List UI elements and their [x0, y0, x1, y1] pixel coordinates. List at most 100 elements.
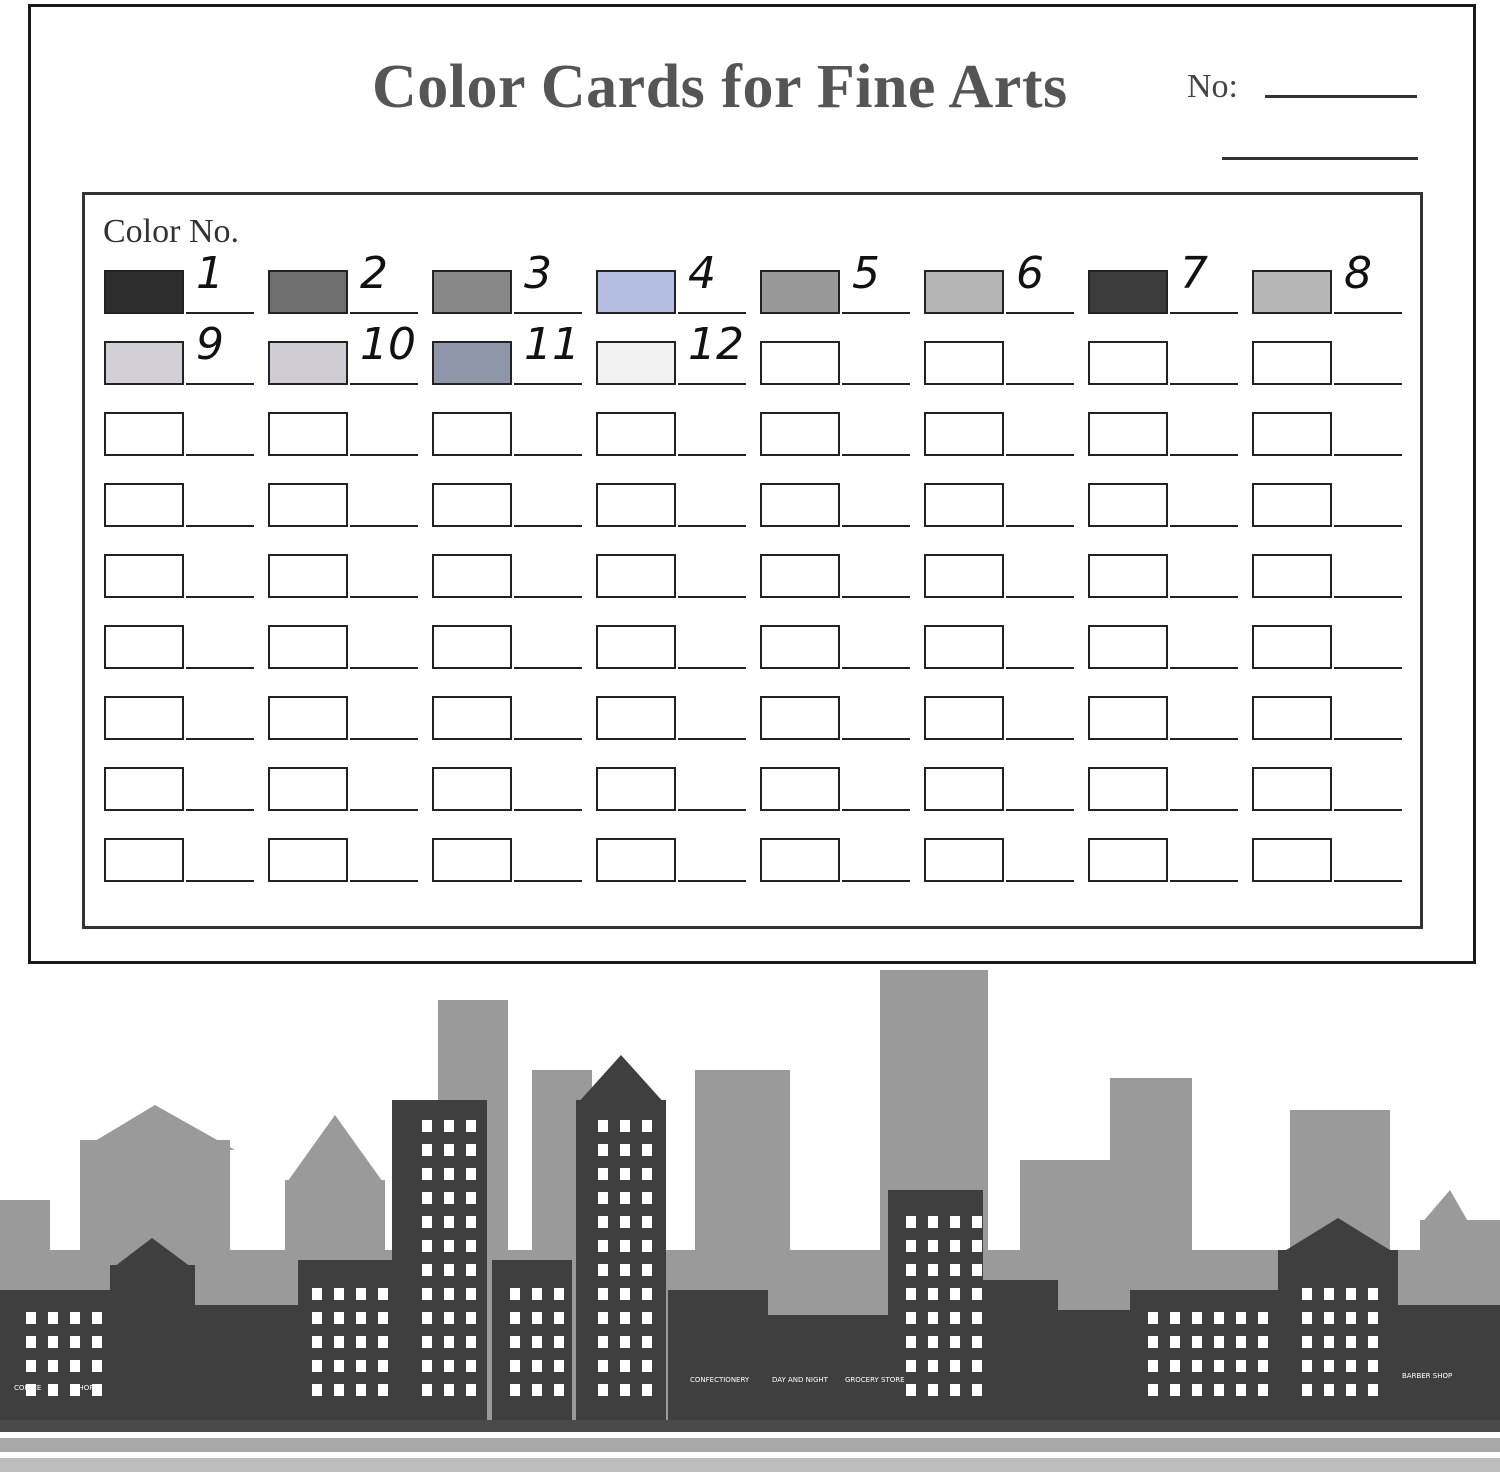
- window: [1346, 1384, 1356, 1396]
- color-swatch: [1088, 767, 1168, 811]
- window: [444, 1144, 454, 1156]
- color-slot: [760, 483, 910, 529]
- number-underline: [186, 525, 254, 527]
- shop-sign: CONFECTIONERY: [690, 1376, 750, 1384]
- color-slot: [268, 767, 418, 813]
- color-swatch: [924, 767, 1004, 811]
- window: [598, 1240, 608, 1252]
- number-underline: [842, 312, 910, 314]
- color-slot: 8: [1252, 248, 1402, 316]
- window: [422, 1312, 432, 1324]
- color-slot: [1252, 483, 1402, 529]
- number-underline: [1006, 312, 1074, 314]
- window: [444, 1360, 454, 1372]
- window: [70, 1312, 80, 1324]
- window: [70, 1384, 80, 1396]
- number-underline: [842, 525, 910, 527]
- color-slot: [1088, 412, 1238, 458]
- window: [554, 1288, 564, 1300]
- color-swatch: [924, 554, 1004, 598]
- number-underline: [514, 525, 582, 527]
- color-swatch: [1088, 696, 1168, 740]
- foreground-building: [110, 1265, 195, 1420]
- color-swatch: [924, 270, 1004, 314]
- window: [620, 1336, 630, 1348]
- color-slot: [1088, 554, 1238, 600]
- color-swatch: [1088, 412, 1168, 456]
- window: [620, 1240, 630, 1252]
- window: [422, 1240, 432, 1252]
- number-underline: [678, 596, 746, 598]
- color-slot: [924, 554, 1074, 600]
- number-underline: [842, 738, 910, 740]
- window: [532, 1336, 542, 1348]
- foreground-building: [765, 1315, 895, 1420]
- window: [70, 1336, 80, 1348]
- number-underline: [1334, 596, 1402, 598]
- window: [642, 1216, 652, 1228]
- window: [554, 1384, 564, 1396]
- window: [620, 1216, 630, 1228]
- number-underline: [678, 809, 746, 811]
- window: [1236, 1336, 1246, 1348]
- window: [334, 1288, 344, 1300]
- window: [1148, 1312, 1158, 1324]
- window: [1236, 1360, 1246, 1372]
- number-underline: [350, 880, 418, 882]
- swatch-number: 9: [196, 319, 224, 370]
- color-slot: 4: [596, 248, 746, 316]
- window: [378, 1312, 388, 1324]
- swatch-number: 2: [360, 248, 388, 299]
- window: [972, 1336, 982, 1348]
- window: [598, 1216, 608, 1228]
- color-swatch: [1088, 554, 1168, 598]
- color-swatch: [268, 554, 348, 598]
- color-swatch: [1252, 767, 1332, 811]
- number-underline: [350, 525, 418, 527]
- window: [598, 1264, 608, 1276]
- card-title: Color Cards for Fine Arts: [372, 53, 1068, 121]
- color-swatch: [760, 767, 840, 811]
- color-slot: [924, 341, 1074, 387]
- color-swatch: [104, 767, 184, 811]
- window: [1170, 1384, 1180, 1396]
- window: [444, 1120, 454, 1132]
- window: [598, 1312, 608, 1324]
- number-underline: [186, 312, 254, 314]
- number-underline: [186, 809, 254, 811]
- window: [312, 1288, 322, 1300]
- window: [92, 1336, 102, 1348]
- number-underline: [1006, 880, 1074, 882]
- window: [598, 1144, 608, 1156]
- color-swatch: [268, 696, 348, 740]
- window: [532, 1384, 542, 1396]
- window: [422, 1216, 432, 1228]
- window: [928, 1264, 938, 1276]
- color-slot: 10: [268, 319, 418, 387]
- background-roof: [80, 1105, 235, 1150]
- window: [928, 1288, 938, 1300]
- window: [422, 1384, 432, 1396]
- window: [928, 1384, 938, 1396]
- swatch-number: 5: [852, 248, 880, 299]
- swatch-number: 6: [1016, 248, 1044, 299]
- color-slot: [432, 554, 582, 600]
- number-underline: [350, 596, 418, 598]
- window: [620, 1312, 630, 1324]
- color-slot: [104, 696, 254, 742]
- foreground-building: [0, 1290, 110, 1420]
- window: [422, 1144, 432, 1156]
- color-swatch: [104, 696, 184, 740]
- number-underline: [514, 738, 582, 740]
- window: [598, 1120, 608, 1132]
- window: [466, 1144, 476, 1156]
- window: [466, 1288, 476, 1300]
- window: [356, 1384, 366, 1396]
- window: [642, 1120, 652, 1132]
- window: [1258, 1384, 1268, 1396]
- window: [928, 1216, 938, 1228]
- window: [1324, 1360, 1334, 1372]
- window: [1214, 1384, 1224, 1396]
- window: [334, 1384, 344, 1396]
- color-swatch: [432, 767, 512, 811]
